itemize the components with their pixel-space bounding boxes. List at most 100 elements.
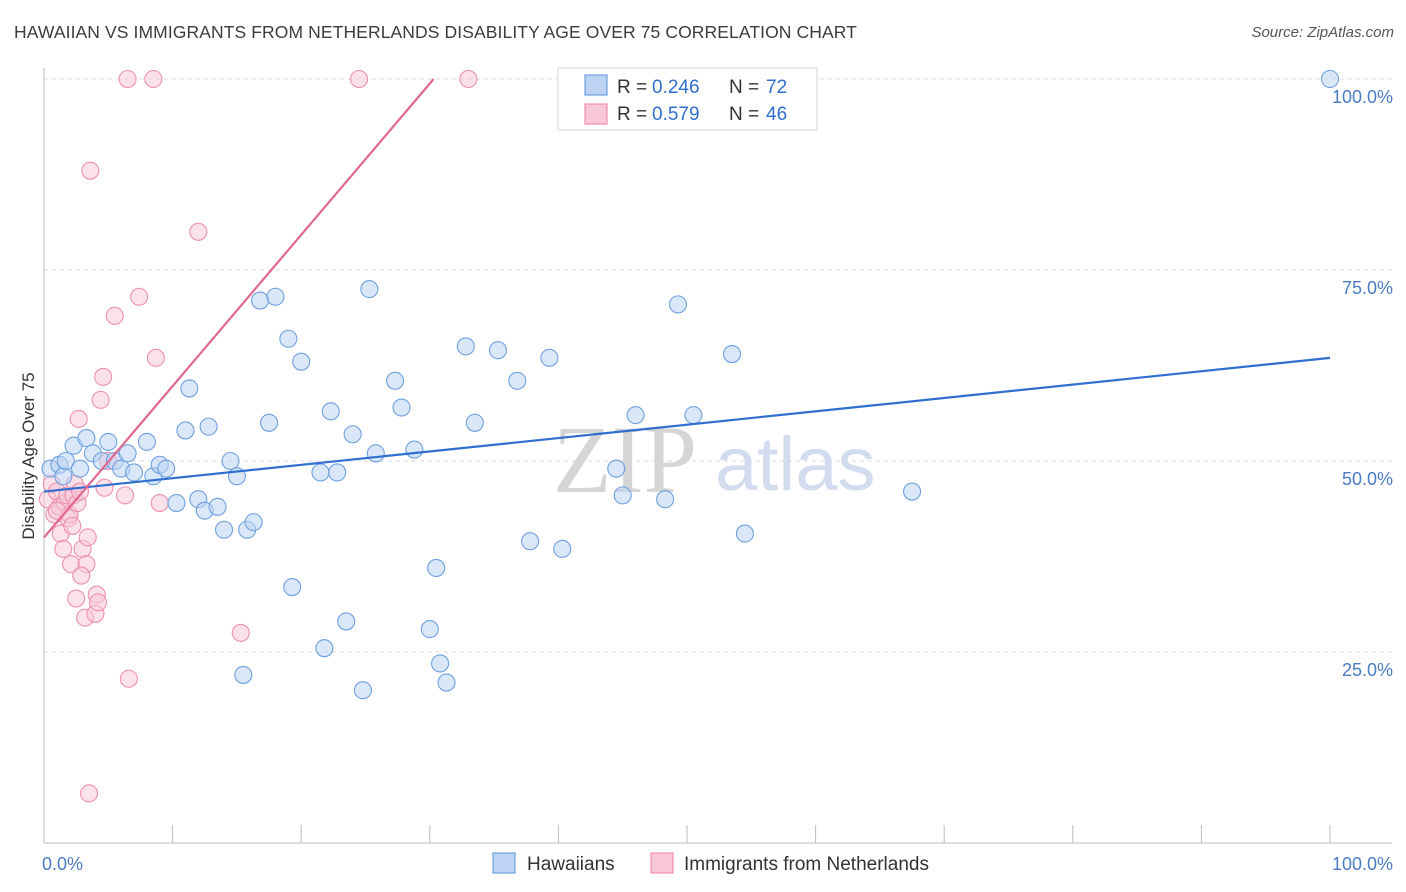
point-hawaiians-14: [137, 432, 156, 451]
x-tick-label-1: 100.0%: [1332, 854, 1393, 874]
y-tick-label-1: 50.0%: [1342, 469, 1393, 489]
point-hawaiians-62: [626, 406, 645, 425]
stats-r-value-hawaiians: 0.246: [652, 77, 700, 98]
x-tick-label-0: 0.0%: [42, 854, 83, 874]
point-hawaiians-13: [124, 463, 144, 482]
point-hawaiians-18: [167, 493, 186, 513]
point-hawaiians-17: [157, 459, 176, 478]
stats-n-label-netherlands: N =: [729, 104, 759, 125]
point-hawaiians-47: [392, 398, 411, 417]
point-netherlands-23: [79, 784, 99, 803]
point-hawaiians-20: [180, 379, 199, 398]
point-netherlands-45: [72, 566, 91, 585]
trend-lines: [43, 78, 1331, 539]
point-hawaiians-56: [508, 371, 527, 390]
legend-swatch-netherlands: [650, 852, 674, 874]
point-hawaiians-52: [437, 673, 456, 692]
stats-legend-swatch-netherlands: [584, 103, 608, 125]
point-hawaiians-44: [360, 280, 379, 299]
point-hawaiians-61: [613, 486, 632, 505]
series-legend: Hawaiians Immigrants from Netherlands: [492, 852, 929, 875]
points-hawaiians: [41, 69, 1340, 700]
point-netherlands-37: [144, 69, 163, 89]
trend-line-hawaiians: [43, 356, 1331, 493]
point-hawaiians-46: [386, 371, 405, 390]
point-netherlands-24: [81, 161, 100, 180]
stats-r-value-netherlands: 0.579: [652, 104, 700, 125]
point-netherlands-36: [130, 287, 149, 306]
stats-n-value-netherlands: 46: [766, 104, 787, 125]
watermark-atlas: atlas: [715, 422, 876, 507]
point-hawaiians-54: [465, 413, 484, 432]
point-hawaiians-33: [266, 287, 285, 306]
point-hawaiians-41: [337, 612, 356, 631]
source-label: Source: ZipAtlas.com: [1251, 24, 1394, 41]
point-hawaiians-34: [279, 329, 298, 348]
stats-n-value-hawaiians: 72: [766, 77, 787, 98]
stats-n-label-hawaiians: N =: [729, 77, 759, 98]
point-netherlands-6: [54, 539, 73, 558]
point-hawaiians-39: [321, 402, 340, 421]
point-netherlands-30: [95, 478, 114, 497]
legend-swatch-hawaiians: [492, 852, 516, 874]
point-netherlands-34: [118, 69, 137, 89]
y-tick-label-2: 75.0%: [1342, 278, 1393, 298]
point-hawaiians-24: [208, 497, 227, 516]
point-hawaiians-45: [366, 444, 385, 463]
stats-r-label-hawaiians: R =: [617, 77, 647, 98]
point-hawaiians-35: [283, 578, 302, 597]
axes: [43, 68, 1392, 844]
point-hawaiians-9: [99, 432, 118, 451]
point-netherlands-43: [459, 69, 478, 89]
point-hawaiians-55: [488, 341, 508, 360]
y-tick-label-3: 100.0%: [1332, 87, 1393, 107]
point-netherlands-32: [105, 306, 124, 325]
tick-labels: 25.0% 50.0% 75.0% 100.0% 0.0% 100.0%: [42, 87, 1393, 874]
point-hawaiians-42: [343, 425, 362, 444]
point-hawaiians-67: [735, 524, 754, 543]
legend-label-hawaiians: Hawaiians: [527, 854, 615, 875]
stats-legend: R = 0.246 N = 72 R = 0.579 N = 46: [557, 67, 818, 131]
point-netherlands-41: [231, 623, 250, 642]
point-netherlands-27: [88, 593, 108, 612]
point-netherlands-39: [150, 493, 169, 513]
chart-title: HAWAIIAN VS IMMIGRANTS FROM NETHERLANDS …: [14, 22, 857, 42]
point-netherlands-33: [115, 486, 135, 505]
point-netherlands-22: [78, 528, 97, 547]
point-netherlands-38: [146, 348, 165, 367]
point-hawaiians-60: [607, 459, 626, 478]
point-hawaiians-49: [420, 620, 439, 639]
point-hawaiians-23: [199, 417, 218, 436]
point-hawaiians-36: [292, 352, 311, 371]
point-hawaiians-53: [456, 337, 475, 356]
stats-r-label-netherlands: R =: [617, 104, 647, 125]
point-hawaiians-30: [244, 513, 263, 532]
point-hawaiians-43: [353, 681, 372, 700]
point-hawaiians-12: [118, 444, 137, 463]
y-axis-title: Disability Age Over 75: [19, 372, 38, 539]
point-hawaiians-63: [656, 490, 675, 509]
point-netherlands-35: [119, 669, 138, 688]
point-hawaiians-68: [902, 482, 922, 501]
point-hawaiians-32: [259, 413, 279, 432]
point-netherlands-40: [189, 222, 208, 241]
point-netherlands-17: [69, 409, 88, 429]
grid-lines: [44, 78, 1392, 653]
point-hawaiians-37: [311, 463, 330, 482]
point-hawaiians-50: [427, 558, 446, 578]
point-hawaiians-51: [431, 654, 450, 673]
point-netherlands-29: [94, 367, 113, 387]
point-netherlands-28: [91, 390, 110, 409]
point-hawaiians-25: [214, 520, 234, 539]
point-hawaiians-26: [221, 451, 240, 471]
point-hawaiians-48: [405, 440, 424, 459]
y-tick-label-0: 25.0%: [1342, 660, 1393, 680]
point-hawaiians-38: [315, 639, 334, 658]
point-hawaiians-57: [521, 532, 540, 551]
point-hawaiians-31: [250, 291, 270, 310]
point-hawaiians-65: [684, 406, 703, 425]
point-hawaiians-5: [70, 459, 90, 478]
point-hawaiians-64: [668, 295, 688, 314]
legend-label-netherlands: Immigrants from Netherlands: [684, 854, 929, 875]
